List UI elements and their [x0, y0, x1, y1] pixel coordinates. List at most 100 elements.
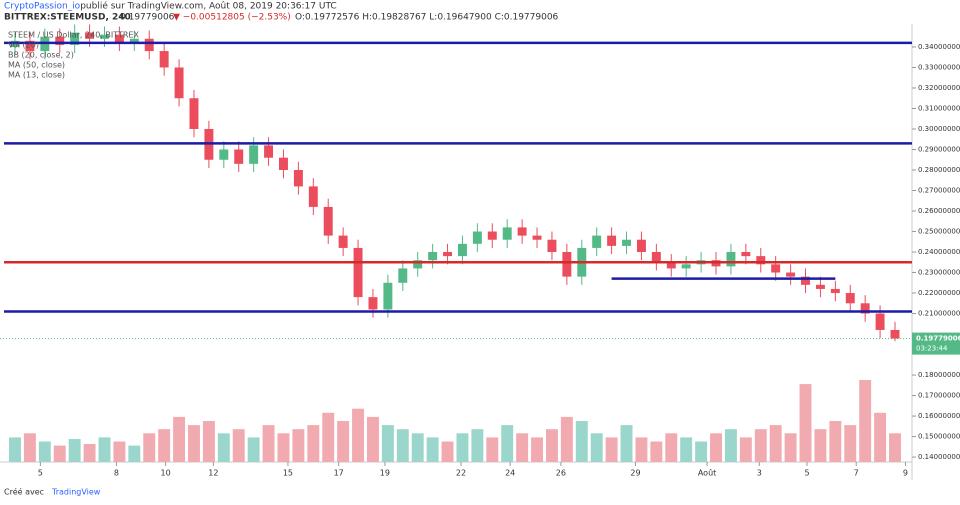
- x-tick-label: 7: [854, 469, 859, 478]
- volume-bar: [799, 384, 812, 462]
- footer-created: Créé avec: [4, 487, 44, 497]
- volume-bar: [889, 433, 901, 462]
- volume-bar: [9, 437, 21, 462]
- footer-brand[interactable]: TradingView: [51, 488, 101, 497]
- candle-body: [323, 206, 333, 236]
- x-tick-label: 15: [283, 469, 293, 478]
- candle-body: [517, 227, 527, 236]
- candle-body: [592, 235, 602, 248]
- volume-bar: [68, 439, 81, 462]
- candle-body: [875, 313, 885, 330]
- legend-item: BB (20, close, 2): [8, 51, 74, 60]
- volume-bar: [367, 416, 379, 462]
- volume-bar: [754, 429, 767, 462]
- author[interactable]: CryptoPassion_io: [4, 2, 81, 12]
- volume-bar: [188, 425, 200, 462]
- volume-bar: [665, 433, 678, 462]
- candle-body: [413, 260, 423, 269]
- y-tick-label: 0.30000000: [918, 125, 960, 133]
- candle-body: [293, 170, 303, 187]
- candle-body: [771, 264, 781, 273]
- candle-body: [532, 235, 542, 240]
- x-tick-label: Août: [698, 469, 716, 478]
- candle-body: [443, 252, 453, 257]
- x-tick-label: 22: [456, 469, 466, 478]
- volume-bar: [710, 433, 722, 462]
- candle-body: [786, 272, 796, 277]
- candle-body: [189, 98, 199, 129]
- candle-body: [308, 186, 318, 207]
- candle-body: [25, 40, 35, 52]
- x-tick-label: 26: [556, 469, 566, 478]
- volume-bar: [113, 441, 126, 462]
- volume-bar: [486, 437, 499, 462]
- volume-bar: [381, 425, 394, 462]
- volume-bar: [590, 433, 603, 462]
- candle-body: [845, 293, 855, 304]
- volume-bar: [560, 416, 573, 462]
- volume-bar: [277, 433, 290, 462]
- candle-body: [651, 252, 661, 263]
- y-tick-label: 0.14000000: [918, 453, 960, 461]
- price-box: [912, 332, 960, 355]
- candle-body: [129, 38, 139, 43]
- published: publié sur TradingView.com, Août 08, 201…: [80, 1, 337, 12]
- x-tick-label: 10: [161, 469, 171, 478]
- y-tick-label: 0.22000000: [918, 289, 960, 297]
- candle-body: [428, 252, 438, 261]
- volume-bar: [724, 429, 737, 462]
- volume-bar: [650, 441, 663, 462]
- x-tick-label: 8: [114, 469, 119, 478]
- volume-bar: [575, 421, 588, 462]
- y-tick-label: 0.23000000: [918, 269, 960, 277]
- volume-bar: [396, 429, 409, 462]
- volume-bar: [128, 445, 141, 462]
- candle-body: [830, 288, 840, 294]
- candle-body: [398, 268, 408, 283]
- candle-body: [607, 235, 617, 246]
- volume-bar: [143, 433, 156, 462]
- y-tick-label: 0.18000000: [918, 371, 960, 379]
- volume-bar: [352, 408, 365, 462]
- volume-bar: [322, 412, 335, 462]
- volume-bar: [620, 425, 633, 462]
- candle-body: [801, 276, 810, 285]
- volume-bar: [635, 437, 648, 462]
- legend-item: Vol (20): [8, 41, 39, 50]
- candle-body: [383, 282, 393, 310]
- volume-bar: [516, 433, 529, 462]
- x-tick-label: 9: [903, 469, 908, 478]
- candle-body: [353, 247, 363, 298]
- y-tick-label: 0.34000000: [918, 43, 960, 51]
- y-tick-label: 0.15000000: [918, 433, 960, 441]
- candle-body: [741, 252, 751, 257]
- countdown: 03:23:44: [916, 345, 948, 353]
- candle-body: [815, 284, 825, 289]
- y-tick-label: 0.16000000: [918, 412, 960, 420]
- y-tick-label: 0.31000000: [918, 104, 960, 112]
- y-tick-label: 0.32000000: [918, 84, 960, 92]
- candle-body: [860, 303, 870, 314]
- candle-body: [547, 239, 557, 253]
- volume-bar: [23, 433, 36, 462]
- volume-bar: [844, 425, 857, 462]
- candle-body: [159, 51, 169, 68]
- candle-body: [666, 262, 676, 269]
- x-tick-label: 3: [757, 469, 762, 478]
- volume-bar: [307, 425, 320, 462]
- candle-body: [264, 145, 274, 158]
- volume-bar: [859, 380, 872, 462]
- volume-bar: [411, 433, 424, 462]
- y-tick-label: 0.29000000: [918, 145, 960, 153]
- y-tick-label: 0.24000000: [918, 248, 960, 256]
- change: ▼ −0.00512805 (−2.53%): [173, 13, 291, 23]
- volume-bar: [38, 441, 51, 462]
- x-tick-label: 12: [208, 469, 218, 478]
- volume-bar: [814, 429, 827, 462]
- candle-body: [174, 67, 184, 99]
- legend-item: MA (13, close): [8, 71, 65, 80]
- candle-body: [622, 239, 631, 246]
- candle-body: [85, 32, 95, 39]
